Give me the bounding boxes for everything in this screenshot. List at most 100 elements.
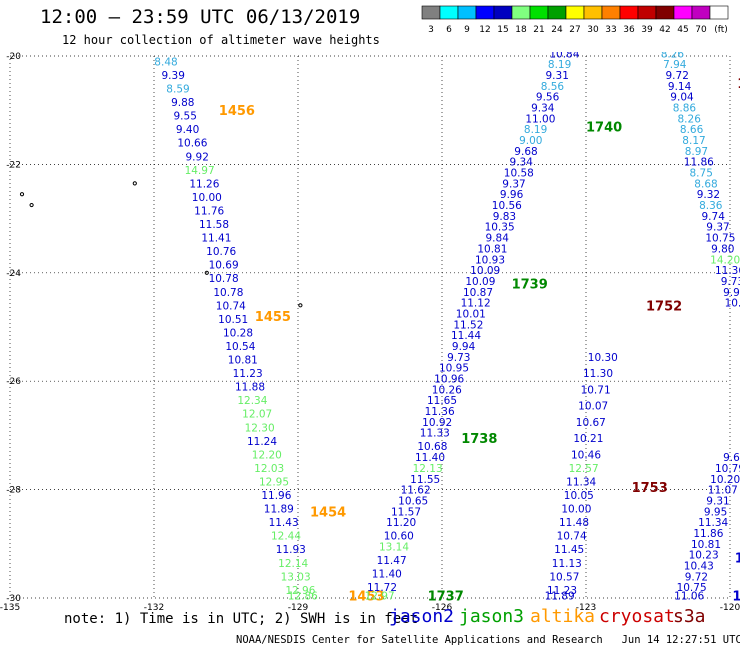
- wave-height-value: 11.47: [377, 555, 407, 567]
- wave-height-value: 11.30: [583, 368, 613, 380]
- x-tick-label: -120: [720, 603, 740, 613]
- wave-height-value: 11.36: [425, 406, 455, 418]
- scale-label: 39: [641, 25, 653, 35]
- wave-height-value: 10.66: [177, 138, 207, 150]
- pass-time-label: 1753: [632, 481, 668, 496]
- wave-height-value: 10.78: [209, 273, 239, 285]
- wave-height-value: 9.74: [702, 211, 726, 223]
- wave-height-value: 9.73: [447, 352, 470, 364]
- wave-height-value: 11.23: [233, 368, 263, 380]
- scale-label: 45: [677, 25, 688, 35]
- wave-height-value: 11.24: [247, 436, 277, 448]
- wave-height-value: 9.14: [668, 81, 692, 93]
- x-tick-label: -129: [288, 603, 309, 613]
- wave-height-value: 12.34: [237, 395, 267, 407]
- wave-height-value: 9.68: [514, 146, 537, 158]
- scale-label: 12: [479, 25, 490, 35]
- wave-height-value: 11.33: [420, 428, 450, 440]
- wave-height-value: 10.05: [564, 490, 594, 502]
- legend-jason2: jason2: [389, 606, 455, 627]
- legend-s3a: s3a: [673, 606, 706, 627]
- wave-height-value: 10.23: [689, 550, 719, 562]
- scale-label: 9: [464, 25, 470, 35]
- scale-swatch: [709, 5, 729, 20]
- pass-time-label: 1737: [428, 589, 464, 604]
- wave-height-value: 11.06: [674, 590, 704, 602]
- wave-height-value: 10.75: [677, 582, 707, 594]
- wave-height-value: 12.95: [259, 476, 289, 488]
- wave-height-value: 8.97: [685, 146, 708, 158]
- island-outline: [204, 270, 209, 275]
- wave-height-value: 10.87: [463, 287, 493, 299]
- wave-height-value: 11.41: [201, 233, 231, 245]
- wave-height-value: 11.40: [415, 452, 445, 464]
- wave-height-value: 9.55: [174, 111, 197, 123]
- wave-height-value: 9.32: [697, 189, 720, 201]
- wave-height-value: 10.58: [504, 168, 534, 180]
- wave-height-value: 12.14: [278, 558, 308, 570]
- wave-height-value: 12.96: [285, 585, 315, 597]
- wave-height-value: 9.67: [723, 452, 740, 464]
- scale-label: 36: [623, 25, 635, 35]
- wave-height-value: 11.93: [276, 544, 306, 556]
- wave-height-value: 11.20: [386, 517, 416, 529]
- scale-label: 21: [533, 25, 544, 35]
- x-tick-label: -132: [144, 603, 164, 613]
- wave-height-value: 10.76: [206, 246, 236, 258]
- wave-height-value: 11.44: [451, 330, 481, 342]
- wave-height-value: 11.86: [693, 528, 723, 540]
- y-tick-label: -24: [6, 269, 21, 279]
- wave-height-value: 9.96: [500, 189, 524, 201]
- wave-height-value: 9.73: [721, 276, 740, 288]
- wave-height-value: 9.31: [546, 70, 569, 82]
- wave-height-value: 10.74: [557, 531, 587, 543]
- wave-height-value: 10.92: [422, 417, 452, 429]
- wave-height-value: 12.30: [245, 422, 275, 434]
- legend-jason3: jason3: [459, 606, 525, 627]
- wave-height-value: 11.86: [684, 157, 714, 169]
- wave-height-value: 9.94: [452, 341, 476, 353]
- island-outline: [298, 303, 303, 308]
- wave-height-value: 9.88: [171, 97, 194, 109]
- wave-height-value: 10.57: [549, 571, 579, 583]
- wave-height-value: 10.67: [576, 417, 606, 429]
- wave-height-value: 10.79: [715, 463, 740, 475]
- wave-height-value: 10.07: [578, 401, 608, 413]
- wave-height-value: 11.89: [264, 504, 294, 516]
- scale-label: 18: [515, 25, 527, 35]
- pass-time-label: 1600: [735, 551, 740, 566]
- pass-time-label: 17: [737, 77, 740, 92]
- wave-height-value: 9.37: [706, 222, 729, 234]
- y-tick-label: -22: [6, 160, 21, 170]
- wave-height-value: 11.43: [269, 517, 299, 529]
- wave-height-value: 9.37: [502, 178, 525, 190]
- plot-frame: [9, 55, 731, 599]
- wave-height-value: 10.71: [581, 384, 611, 396]
- wave-height-value: 11.65: [427, 395, 457, 407]
- island-outline: [19, 192, 25, 197]
- wave-height-value: 10.75: [705, 233, 735, 245]
- scale-label: 70: [695, 25, 707, 35]
- wave-height-value: 9.95: [704, 506, 727, 518]
- scale-label: 33: [605, 25, 616, 35]
- wave-height-value: 10.01: [456, 308, 486, 320]
- wave-height-value: 10.09: [470, 265, 500, 277]
- wave-height-value: 12.57: [569, 463, 599, 475]
- wave-height-value: 12.13: [413, 463, 443, 475]
- wave-height-value: 10.30: [588, 352, 618, 364]
- x-tick-label: -123: [576, 603, 596, 613]
- wave-height-value: 10.93: [475, 254, 505, 266]
- wave-height-value: 8.36: [699, 200, 723, 212]
- wave-height-value: 11.34: [566, 476, 596, 488]
- wave-height-value: 8.26: [661, 48, 685, 60]
- wave-height-value: 8.93: [555, 37, 578, 49]
- island-outline: [29, 202, 34, 208]
- color-scale-legend: 3 6 9 12 15 18 21 24 27 30 33 36 39 42 45 70 (ft): [421, 5, 729, 35]
- wave-height-value: 12.03: [254, 463, 284, 475]
- y-tick-label: -20: [6, 52, 21, 62]
- legend-altika: altika: [530, 606, 596, 627]
- wave-height-value: 10.68: [417, 441, 447, 453]
- wave-height-value: 9.39: [162, 70, 185, 82]
- wave-height-value: 11.52: [453, 319, 483, 331]
